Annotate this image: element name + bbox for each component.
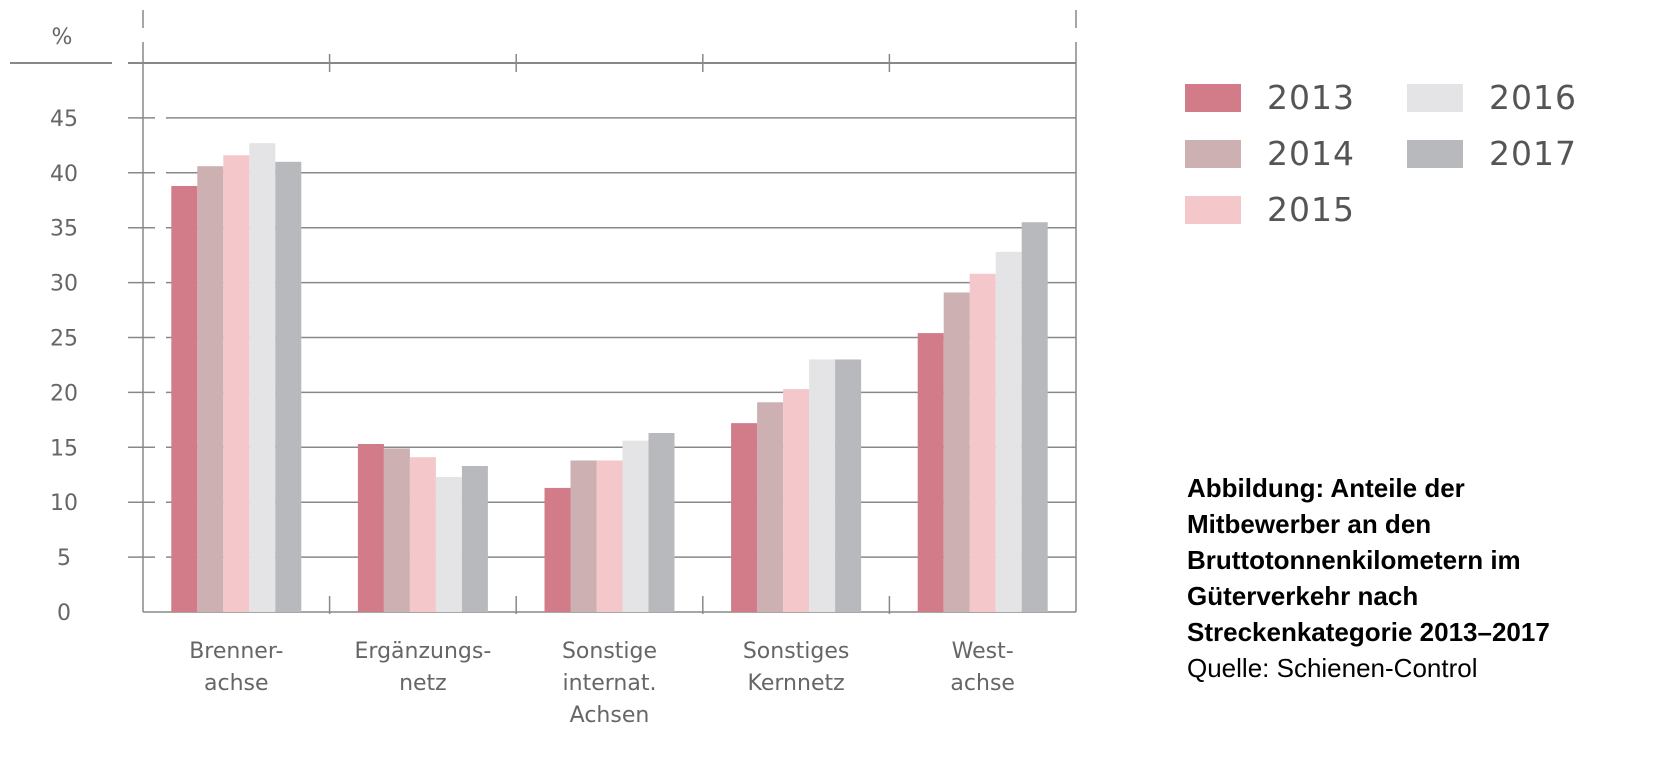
- bar-2013: [171, 186, 197, 612]
- legend-swatch: [1407, 84, 1463, 112]
- caption-title: Abbildung: Anteile der Mitbewerber an de…: [1187, 470, 1664, 650]
- category-label: Sonstige internat. Achsen: [562, 639, 657, 728]
- legend-swatch: [1185, 84, 1241, 112]
- bar-2014: [757, 402, 783, 612]
- bar-2015: [223, 155, 249, 612]
- bar-2014: [384, 448, 410, 612]
- bar-2017: [649, 433, 675, 612]
- bar-2016: [996, 252, 1022, 612]
- y-tick-label: 5: [57, 546, 71, 571]
- bar-2015: [970, 274, 996, 612]
- bar-2017: [835, 359, 861, 612]
- y-tick-label: 35: [50, 217, 78, 242]
- legend-label: 2014: [1267, 134, 1355, 173]
- y-axis-unit-label: %: [52, 25, 73, 50]
- legend-label: 2013: [1267, 78, 1355, 117]
- bar-2016: [809, 359, 835, 612]
- category-label: Brenner-achse: [189, 639, 283, 696]
- bar-2013: [358, 444, 384, 612]
- y-tick-label: 20: [50, 381, 78, 406]
- y-tick-label: 15: [50, 436, 78, 461]
- legend-label: 2015: [1267, 190, 1355, 229]
- category-label: West-achse: [950, 639, 1015, 696]
- bar-2015: [783, 389, 809, 612]
- bar-2013: [731, 423, 757, 612]
- bar-2015: [410, 457, 436, 612]
- bar-2016: [623, 441, 649, 612]
- bar-2017: [1022, 222, 1048, 612]
- bar-2014: [944, 292, 970, 612]
- y-tick-label: 0: [57, 601, 71, 626]
- bar-2013: [545, 488, 571, 612]
- bar-2014: [571, 460, 597, 612]
- axes: [10, 10, 1076, 614]
- y-tick-label: 10: [50, 491, 78, 516]
- legend-swatch: [1185, 140, 1241, 168]
- legend-item-2013: 2013: [1185, 78, 1355, 117]
- bar-2017: [275, 162, 301, 612]
- bars: [171, 143, 1047, 612]
- figure-caption: Abbildung: Anteile der Mitbewerber an de…: [1187, 470, 1664, 686]
- bar-chart: 0 5 10 15 20 25 30 35 40 45 Brenner-achse Ergänzung…: [0, 0, 1120, 771]
- category-label: Ergänzungs-netz: [355, 639, 492, 696]
- legend-item-2015: 2015: [1185, 190, 1355, 229]
- bar-2013: [918, 333, 944, 612]
- legend-label: 2017: [1489, 134, 1577, 173]
- y-tick-label: 40: [50, 162, 78, 187]
- bar-2016: [249, 143, 275, 612]
- legend: 2013 2014 2015 2016 2017: [1185, 78, 1655, 248]
- legend-item-2014: 2014: [1185, 134, 1355, 173]
- y-tick-label: 45: [50, 107, 78, 132]
- legend-swatch: [1407, 140, 1463, 168]
- caption-source: Quelle: Schienen-Control: [1187, 650, 1664, 686]
- legend-item-2017: 2017: [1407, 134, 1577, 173]
- category-label: Sonstiges Kernnetz: [743, 639, 850, 696]
- bar-2015: [597, 460, 623, 612]
- bar-2016: [436, 477, 462, 612]
- y-tick-label: 30: [50, 272, 78, 297]
- legend-label: 2016: [1489, 78, 1577, 117]
- y-tick-label: 25: [50, 327, 78, 352]
- bar-2014: [197, 166, 223, 612]
- bar-2017: [462, 466, 488, 612]
- legend-item-2016: 2016: [1407, 78, 1577, 117]
- legend-swatch: [1185, 196, 1241, 224]
